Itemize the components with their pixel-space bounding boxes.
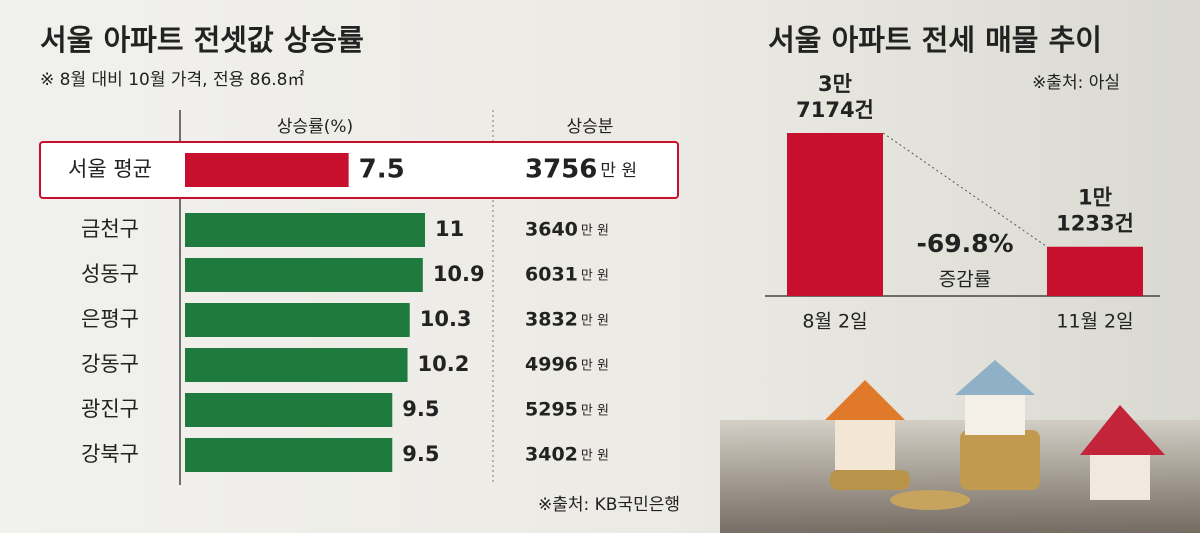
increase-unit: 만 원 xyxy=(581,404,609,419)
x-tick-label: 8월 2일 xyxy=(802,311,867,333)
increase-label: 5295 xyxy=(525,399,578,421)
increase-label: 3756 xyxy=(525,155,597,185)
value-label: 10.9 xyxy=(433,262,485,286)
value-label: 9.5 xyxy=(402,397,439,421)
chart-subtitle: ※ 8월 대비 10월 가격, 전용 86.8㎡ xyxy=(40,70,305,90)
category-label: 성동구 xyxy=(81,262,139,286)
source: ※출처: 아실 xyxy=(1032,73,1120,93)
value-label: 10.2 xyxy=(418,352,470,376)
bar xyxy=(787,133,883,296)
category-label: 금천구 xyxy=(81,217,139,241)
bar xyxy=(185,258,423,292)
increase-unit: 만 원 xyxy=(581,449,609,464)
bar xyxy=(185,393,393,427)
bar xyxy=(185,348,408,382)
increase-label: 3402 xyxy=(525,444,578,466)
category-label: 강북구 xyxy=(81,442,139,466)
trend-connector xyxy=(882,132,1048,248)
value-label: 7174건 xyxy=(796,98,874,122)
value-label: 9.5 xyxy=(402,442,439,466)
chart-title: 서울 아파트 전세 매물 추이 xyxy=(768,23,1102,57)
increase-label: 6031 xyxy=(525,264,578,286)
increase-label: 3640 xyxy=(525,219,578,241)
chart-title: 서울 아파트 전셋값 상승률 xyxy=(40,23,364,57)
value-label: 10.3 xyxy=(420,307,472,331)
increase-unit: 만 원 xyxy=(581,269,609,284)
annotation: -69.8% xyxy=(916,229,1013,258)
increase-unit: 만 원 xyxy=(581,224,609,239)
value-label: 1233건 xyxy=(1056,212,1134,236)
increase-unit: 만 원 xyxy=(581,314,609,329)
bar xyxy=(1047,246,1143,296)
value-label: 7.5 xyxy=(359,155,405,185)
bar xyxy=(185,438,393,472)
bar xyxy=(185,303,410,337)
annotation-label: 증감률 xyxy=(939,269,991,291)
value-label: 1만 xyxy=(1078,186,1112,210)
column-header: 상승률(%) xyxy=(277,117,353,137)
x-tick-label: 11월 2일 xyxy=(1056,311,1133,333)
column-header: 상승분 xyxy=(567,117,614,137)
value-label: 3만 xyxy=(818,72,852,96)
increase-unit: 만 원 xyxy=(600,161,637,181)
increase-label: 3832 xyxy=(525,309,578,331)
category-label: 서울 평균 xyxy=(68,157,152,181)
bar xyxy=(185,153,349,187)
houses-illustration xyxy=(825,360,1165,510)
category-label: 강동구 xyxy=(81,352,139,376)
category-label: 은평구 xyxy=(81,307,139,331)
bar xyxy=(185,213,425,247)
category-label: 광진구 xyxy=(81,397,139,421)
increase-unit: 만 원 xyxy=(581,359,609,374)
value-label: 11 xyxy=(435,217,464,241)
source: ※출처: KB국민은행 xyxy=(538,495,680,515)
increase-label: 4996 xyxy=(525,354,578,376)
